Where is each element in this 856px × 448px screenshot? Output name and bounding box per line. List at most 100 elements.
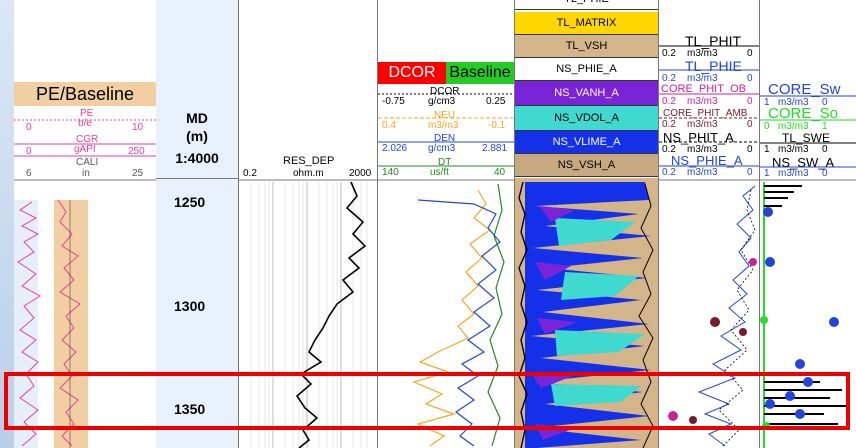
cali-curve-name: CALI [76, 157, 99, 168]
lith-row-tl-vsh: TL_VSH [515, 35, 658, 58]
tl-phie-scale-min: 0.2 [662, 73, 676, 84]
cgr-curve-name: CGR [76, 134, 99, 145]
cali-curve-unit: in [82, 168, 90, 179]
core-sw-scale-min: 1 [764, 97, 770, 108]
porosity-plot [659, 45, 759, 447]
depth-tick-1350: 1350 [174, 401, 206, 417]
depth-scale: 1:4000 [175, 150, 219, 166]
lith-row-ns-vdol: NS_VDOL_A [515, 106, 658, 131]
ns-phit-a-scale-unit: m3/m3 [687, 144, 718, 155]
cali-curve-min: 6 [26, 168, 32, 179]
core-phit-amb-scale-max: 0 [747, 119, 753, 130]
tl-swe-name: TL_SWE [782, 131, 831, 145]
ns-phie-a-scale-unit: m3/m3 [687, 167, 718, 178]
ns-sw-a-scale-unit: m3/m3 [778, 168, 809, 179]
lithology-track[interactable]: TL_PHIE TL_MATRIX TL_VSH NS_PHIE_A NS_VA… [515, 0, 659, 448]
dcor-curve-unit: g/cm3 [428, 96, 456, 107]
pe-curve-min: 0 [26, 122, 32, 133]
core-so-name: CORE_So [768, 105, 839, 122]
cali-curve-max: 25 [132, 168, 144, 179]
dcor-title-right: Baseline [446, 62, 514, 84]
dcor-title-left: DCOR [378, 62, 446, 84]
core-sw-scale-max: 0 [822, 97, 828, 108]
neu-curve-unit: m3/m3 [428, 120, 459, 131]
lith-row-tl-matrix: TL_MATRIX [515, 12, 658, 35]
tl-swe-scale-max: 0 [822, 144, 828, 155]
den-curve-min: 2.026 [382, 143, 408, 154]
ns-sw-a-scale-max: 0 [822, 168, 828, 179]
resistivity-track[interactable]: RES_DEP ohm.m 0.2 2000 [239, 0, 378, 448]
cgr-curve-max: 250 [128, 146, 145, 157]
saturation-plot [760, 95, 856, 448]
pe-curve-max: 10 [132, 122, 144, 133]
core-so-scale-min: 0 [764, 121, 770, 132]
neu-curve-max: -0.1 [488, 120, 506, 131]
res-curve-unit: ohm.m [293, 168, 324, 179]
dt-curve-unit: us/ft [430, 167, 449, 178]
core-phit-ob-scale-unit: m3/m3 [687, 96, 718, 107]
core-sw-scale-unit: m3/m3 [778, 97, 809, 108]
pe-track-plot [14, 119, 156, 448]
dcor-curve-min: -0.75 [382, 96, 405, 107]
core-phit-amb-scale-min: 0.2 [662, 119, 676, 130]
den-curve-unit: g/cm3 [428, 143, 456, 154]
tl-phit-scale-min: 0.2 [662, 48, 676, 59]
ns-phit-a-scale-max: 0 [747, 144, 753, 155]
lith-row-ns-vsh: NS_VSH_A [515, 154, 658, 177]
ns-phie-a-scale-max: 0 [747, 167, 753, 178]
depth-tick-1250: 1250 [174, 194, 206, 210]
pe-curve-unit: b/e [78, 118, 92, 129]
tl-phit-name: TL_PHIT [685, 33, 742, 49]
dt-curve-min: 140 [382, 167, 399, 178]
depth-header-divider [156, 178, 238, 179]
tl-swe-scale-min: 1 [764, 144, 770, 155]
ns-sw-a-name: NS_SW_A [772, 155, 835, 170]
dcor-baseline-track[interactable]: DCOR Baseline DCOR g/cm3 -0.75 0.25 NEU … [378, 0, 515, 448]
core-phit-amb-scale-unit: m3/m3 [687, 119, 718, 130]
ns-phit-a-name: NS_PHIT_A [663, 130, 734, 145]
tl-phit-scale-unit: m3/m3 [687, 48, 718, 59]
neu-curve-name: NEU [434, 110, 456, 121]
porosity-track[interactable]: TL_PHIT 0.2 m3/m3 0 TL_PHIE 0.2 m3/m3 0 … [659, 0, 760, 448]
saturation-track[interactable]: CORE_Sw 1 m3/m3 0 CORE_So 0 m3/m3 1 TL_S… [760, 0, 856, 448]
lith-row-ns-vanh: NS_VANH_A [515, 81, 658, 106]
cgr-curve-min: 0 [26, 146, 32, 157]
lith-row-ns-vlime: NS_VLIME_A [515, 131, 658, 154]
depth-tick-1300: 1300 [174, 298, 206, 314]
lithology-plot [515, 178, 658, 448]
dcor-curve-name: DCOR [430, 86, 460, 97]
ns-phie-a-name: NS_PHIE_A [671, 153, 743, 168]
neu-curve-min: 0.4 [382, 120, 396, 131]
core-so-scale-max: 1 [822, 121, 828, 132]
ns-phit-a-scale-min: 0.2 [662, 144, 676, 155]
tl-swe-scale-unit: m3/m3 [778, 144, 809, 155]
cgr-curve-unit: gAPI [74, 144, 96, 155]
tl-phie-scale-unit: m3/m3 [687, 73, 718, 84]
lith-partial-header: TL_PHIE [515, 0, 658, 10]
lith-row-ns-phie: NS_PHIE_A [515, 58, 658, 81]
left-edge-strip [0, 0, 14, 448]
dcor-track-plot [378, 93, 514, 447]
res-curve-name: RES_DEP [283, 155, 335, 167]
depth-title: MD [186, 110, 208, 126]
tl-phie-scale-max: 0 [747, 73, 753, 84]
res-track-plot [239, 179, 377, 448]
core-so-scale-unit: m3/m3 [778, 121, 809, 132]
pe-baseline-track[interactable]: PE/Baseline PE b/e 0 10 CGR gAPI 0 250 C… [14, 0, 157, 448]
core-phit-ob-scale-min: 0.2 [662, 96, 676, 107]
pe-curve-name: PE [80, 108, 94, 119]
depth-interval-highlight[interactable] [4, 372, 850, 430]
core-phit-ob-scale-max: 0 [747, 96, 753, 107]
res-curve-max: 2000 [349, 168, 372, 179]
dt-curve-name: DT [438, 157, 452, 168]
den-curve-max: 2.881 [482, 143, 508, 154]
depth-unit: (m) [186, 128, 208, 144]
dcor-curve-max: 0.25 [486, 96, 506, 107]
res-curve-min: 0.2 [243, 168, 257, 179]
core-sw-name: CORE_Sw [768, 81, 841, 98]
tl-phit-scale-max: 0 [747, 48, 753, 59]
ns-phie-a-scale-min: 0.2 [662, 167, 676, 178]
pe-track-title: PE/Baseline [14, 82, 156, 106]
ns-sw-a-scale-min: 1 [764, 168, 770, 179]
